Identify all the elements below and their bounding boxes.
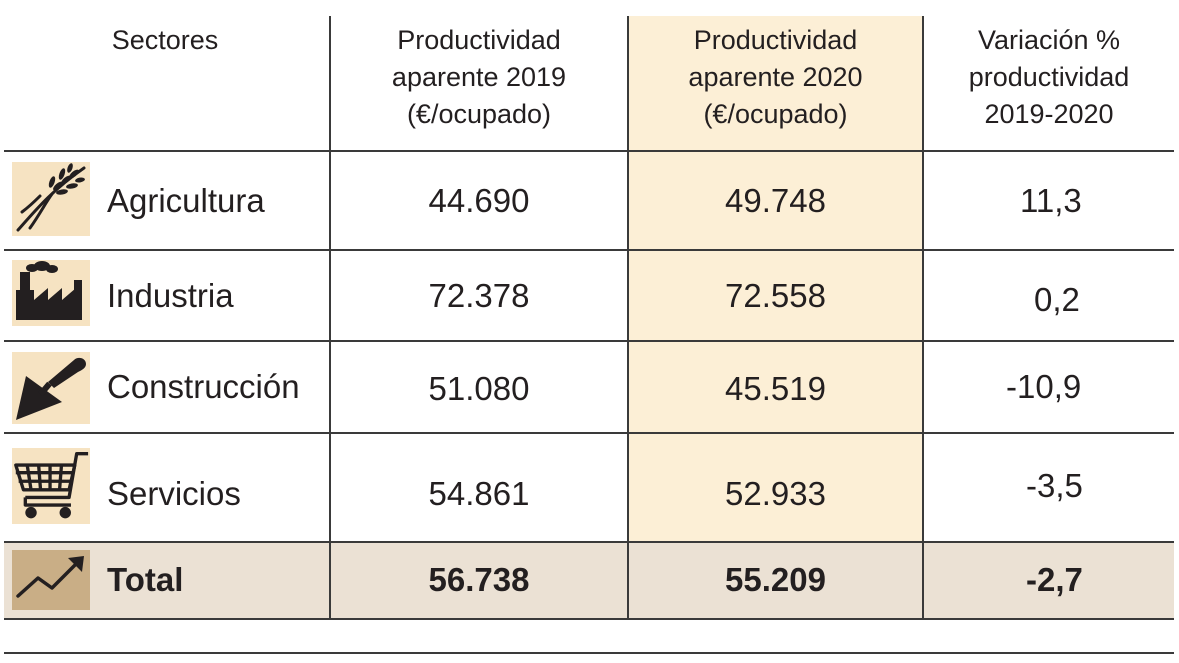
cell-2019-servicios: 54.861	[428, 474, 530, 512]
cell-2019-construccion: 51.080	[428, 370, 530, 407]
sector-label-total: Total	[107, 561, 184, 598]
divider-col-1	[329, 16, 331, 619]
sector-label-construccion: Construcción	[107, 368, 300, 405]
header-productividad-2020: Productividad aparente 2020 (€/ocupado)	[688, 25, 863, 129]
rule-row-4	[4, 541, 1174, 543]
cell-2019-total: 56.738	[428, 561, 530, 598]
cell-2019-agricultura: 44.690	[428, 181, 530, 219]
trend-up-icon	[12, 550, 90, 610]
sector-label-agricultura: Agricultura	[107, 181, 265, 219]
cell-2020-total: 55.209	[725, 561, 826, 598]
highlight-column-2020	[628, 16, 924, 542]
header-sectores: Sectores	[111, 25, 219, 55]
rule-total-bottom	[4, 618, 1174, 620]
wheat-icon	[12, 162, 90, 236]
rule-row-1	[4, 249, 1174, 251]
shopping-cart-icon	[12, 448, 90, 524]
cell-var-agricultura: 11,3	[1020, 181, 1082, 219]
divider-col-2	[627, 16, 629, 619]
cell-var-servicios: -3,5	[1026, 466, 1083, 504]
cell-2019-industria: 72.378	[428, 276, 530, 314]
total-row-background	[4, 542, 1174, 619]
factory-icon	[12, 260, 90, 326]
header-productividad-2019: Productividad aparente 2019 (€/ocupado)	[391, 25, 567, 129]
cell-var-total: -2,7	[1026, 561, 1083, 598]
cell-var-industria: 0,2	[1034, 280, 1080, 318]
header-variacion: Variación % productividad 2019-2020	[968, 25, 1130, 129]
cell-var-construccion: -10,9	[1006, 368, 1082, 405]
cell-2020-servicios: 52.933	[725, 474, 826, 512]
rule-header-bottom	[4, 150, 1174, 152]
rule-row-3	[4, 432, 1174, 434]
rule-page-bottom	[4, 652, 1174, 654]
sector-label-industria: Industria	[107, 276, 234, 314]
cell-2020-construccion: 45.519	[725, 370, 826, 407]
cell-2020-agricultura: 49.748	[725, 181, 826, 219]
divider-col-3	[922, 16, 924, 619]
rule-row-2	[4, 340, 1174, 342]
trowel-icon	[12, 352, 90, 424]
sector-label-servicios: Servicios	[107, 474, 241, 512]
cell-2020-industria: 72.558	[725, 276, 826, 314]
